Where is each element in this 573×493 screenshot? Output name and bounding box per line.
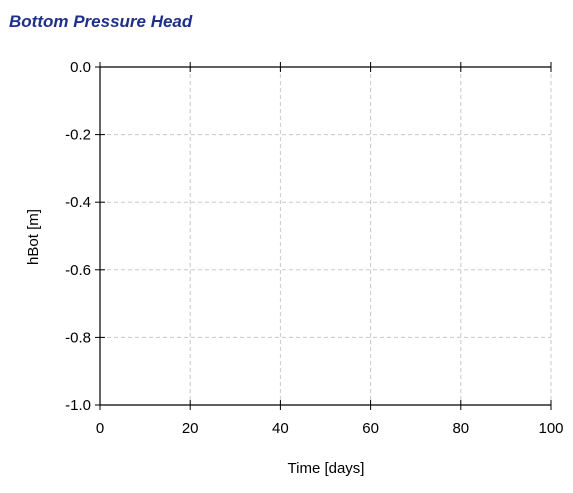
y-tick-label: 0.0 <box>70 59 91 76</box>
y-axis-label: hBot [m] <box>25 209 42 265</box>
x-tick-label: 100 <box>538 420 563 437</box>
axes <box>99 66 551 406</box>
x-tick-label: 80 <box>452 420 469 437</box>
y-tick-label: -0.8 <box>65 329 91 346</box>
chart-title: Bottom Pressure Head <box>9 12 193 31</box>
tick-labels: 0 20 40 60 80 100 0.0 -0.2 -0.4 -0.6 -0.8 -1.0 <box>65 59 563 437</box>
x-tick-label: 20 <box>182 420 199 437</box>
x-axis-label: Time [days] <box>288 460 365 477</box>
tick-marks <box>95 62 552 410</box>
x-tick-label: 60 <box>362 420 379 437</box>
y-tick-label: -0.6 <box>65 262 91 279</box>
y-tick-label: -1.0 <box>65 397 91 414</box>
x-tick-label: 0 <box>96 420 104 437</box>
y-tick-label: -0.2 <box>65 127 91 144</box>
grid-lines <box>100 67 552 405</box>
x-tick-label: 40 <box>272 420 289 437</box>
y-tick-label: -0.4 <box>65 194 91 211</box>
